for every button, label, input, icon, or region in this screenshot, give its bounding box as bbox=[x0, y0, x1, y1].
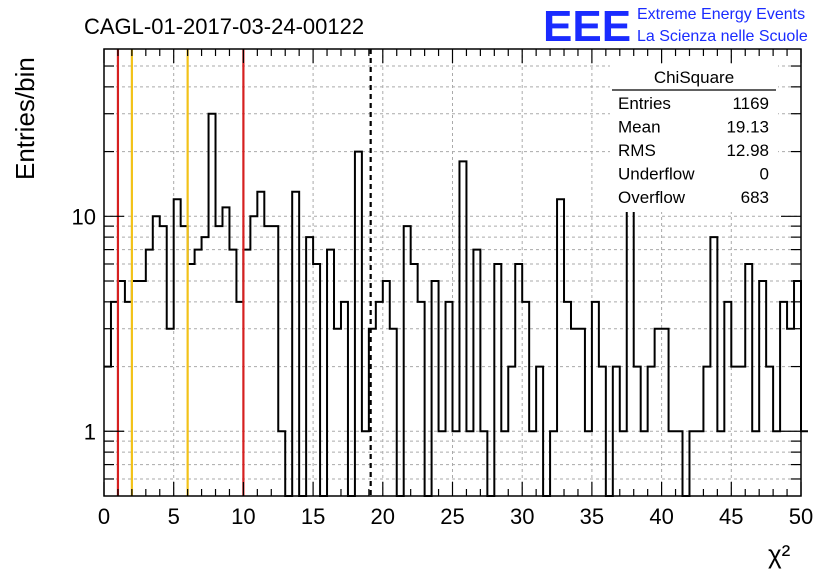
stats-box-title: ChiSquare bbox=[654, 68, 734, 87]
histogram-bin bbox=[355, 152, 362, 496]
eee-logo-text: EEE bbox=[543, 2, 631, 51]
histogram-bin bbox=[557, 199, 564, 496]
histogram-bin bbox=[313, 264, 320, 496]
histogram-bin bbox=[446, 302, 453, 496]
axis-ticks bbox=[103, 49, 802, 496]
x-tick-label: 30 bbox=[510, 504, 534, 529]
histogram-bin bbox=[794, 281, 801, 496]
stats-row-label: RMS bbox=[618, 141, 656, 160]
histogram-bin bbox=[592, 302, 599, 496]
histogram-bin bbox=[745, 264, 752, 496]
x-tick-label: 25 bbox=[440, 504, 464, 529]
histogram-bin bbox=[515, 264, 522, 496]
axis-tick-labels: 0 5 10 15 20 25 30 35 40 45 50 1 10 bbox=[72, 204, 814, 529]
histogram-bin bbox=[432, 281, 439, 496]
histogram-bin bbox=[160, 226, 167, 496]
stats-row-value: 1169 bbox=[732, 94, 769, 113]
histogram-bin bbox=[146, 250, 153, 496]
histogram-bin bbox=[418, 302, 425, 496]
stats-row-label: Mean bbox=[618, 118, 661, 137]
x-tick-label: 5 bbox=[168, 504, 180, 529]
histogram-bin bbox=[494, 264, 501, 496]
histogram-bin bbox=[216, 226, 223, 496]
brand-line-2: La Scienza nelle Scuole bbox=[637, 28, 808, 45]
histogram-bin bbox=[724, 302, 731, 496]
reference-lines bbox=[116, 49, 372, 496]
histogram-bin bbox=[250, 216, 257, 496]
histogram-bin bbox=[522, 302, 529, 496]
histogram-bin bbox=[404, 226, 411, 496]
x-tick-label: 40 bbox=[649, 504, 673, 529]
x-tick-label: 35 bbox=[580, 504, 604, 529]
x-tick-label: 20 bbox=[371, 504, 395, 529]
histogram-bin bbox=[390, 329, 397, 496]
histogram-bin bbox=[759, 281, 766, 496]
histogram-bin bbox=[195, 250, 202, 496]
stats-row-label: Entries bbox=[618, 94, 671, 113]
stats-rows: Entries 1169 Mean 19.13 RMS 12.98 Underflow 0 Ov… bbox=[618, 94, 769, 207]
brand-line-1: Extreme Energy Events bbox=[637, 6, 805, 23]
histogram-bin bbox=[564, 302, 571, 496]
histogram-bin bbox=[327, 250, 334, 496]
x-tick-label: 50 bbox=[789, 504, 813, 529]
histogram-bin bbox=[627, 199, 634, 496]
histogram-bin bbox=[376, 302, 383, 496]
stats-box: ChiSquare Entries 1169 Mean 19.13 RMS 12.98 Un… bbox=[610, 64, 778, 212]
histogram-bin bbox=[571, 329, 578, 496]
histogram-bin bbox=[801, 431, 808, 496]
stats-row-label: Underflow bbox=[618, 165, 695, 184]
histogram-bin bbox=[334, 329, 341, 496]
y-tick-label: 1 bbox=[84, 419, 96, 444]
x-tick-label: 10 bbox=[231, 504, 255, 529]
stats-row-value: 0 bbox=[760, 165, 769, 184]
histogram-bin bbox=[662, 329, 669, 496]
stats-box-bg bbox=[610, 64, 778, 212]
stats-row-value: 19.13 bbox=[726, 118, 769, 137]
histogram-bin bbox=[174, 199, 181, 496]
histogram-bin bbox=[780, 302, 787, 496]
histogram-bin bbox=[383, 281, 390, 496]
histogram-bin bbox=[139, 281, 146, 496]
histogram-bin bbox=[578, 329, 585, 496]
histogram-bin bbox=[153, 216, 160, 496]
chart-title: CAGL-01-2017-03-24-00122 bbox=[84, 14, 364, 39]
x-tick-label: 0 bbox=[98, 504, 110, 529]
histogram-bin bbox=[167, 329, 174, 496]
y-axis-title: Entries/bin bbox=[10, 57, 40, 180]
histogram-bin bbox=[787, 329, 794, 496]
x-tick-label: 15 bbox=[301, 504, 325, 529]
histogram-bin bbox=[264, 226, 271, 496]
stats-row-value: 12.98 bbox=[726, 141, 769, 160]
histogram-bin bbox=[222, 207, 229, 496]
histogram-bin bbox=[341, 302, 348, 496]
histogram-bin bbox=[411, 264, 418, 496]
plot-frame bbox=[103, 48, 802, 497]
eee-logo: EEE bbox=[543, 2, 631, 51]
histogram-bin bbox=[229, 250, 236, 496]
x-tick-label: 45 bbox=[719, 504, 743, 529]
stats-row-label: Overflow bbox=[618, 188, 686, 207]
histogram-bin bbox=[209, 114, 216, 496]
y-tick-label: 10 bbox=[72, 204, 96, 229]
histogram-bin bbox=[271, 226, 278, 496]
histogram-bin bbox=[473, 250, 480, 496]
x-axis-title: χ² bbox=[768, 539, 791, 569]
histogram-bin bbox=[655, 329, 662, 496]
stats-row-value: 683 bbox=[741, 188, 769, 207]
